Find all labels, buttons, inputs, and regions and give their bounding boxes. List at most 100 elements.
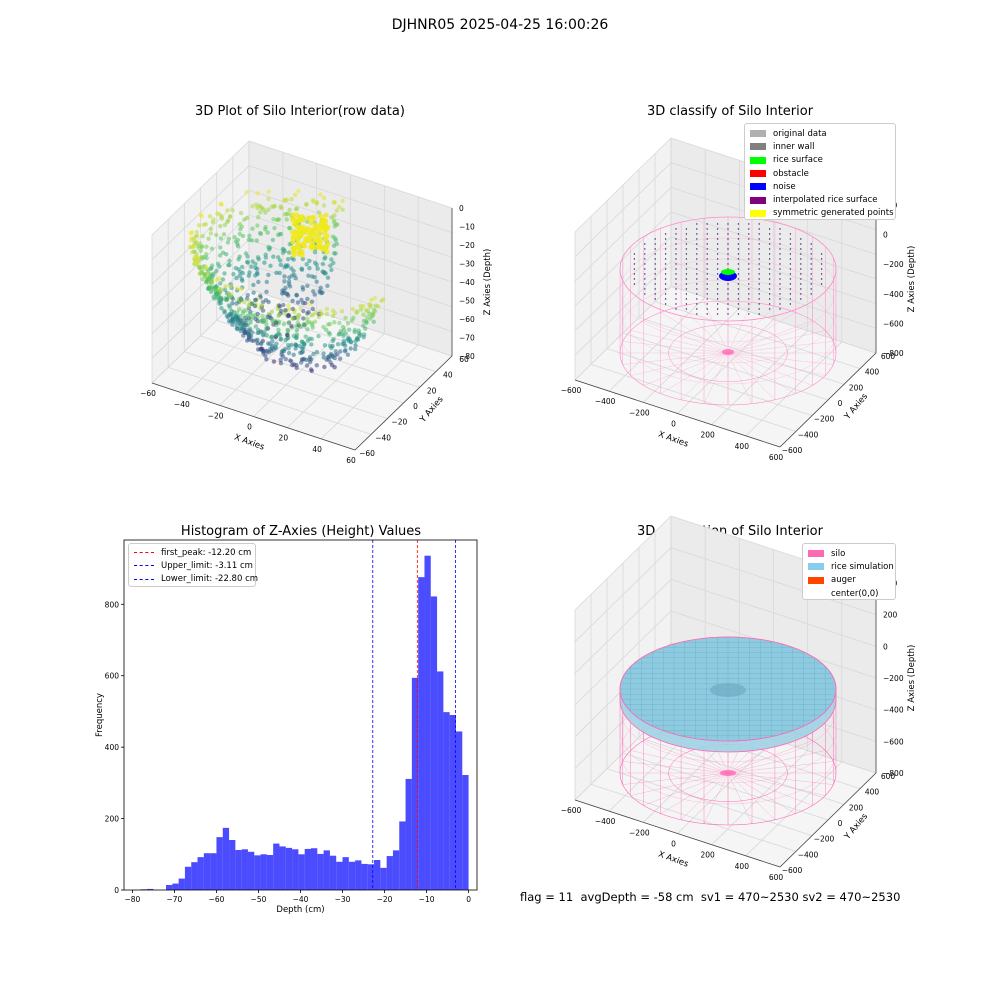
surface-dot [789,278,792,280]
scatter-point [202,272,207,277]
surface-dot [758,223,760,225]
scatter-point [197,271,202,276]
z-tick-label: −600 [883,319,904,328]
scatter-point [219,306,224,311]
scatter-point [312,275,317,280]
scatter-point [332,251,337,256]
surface-dot [706,313,708,315]
histogram-bar [197,857,204,890]
scatter-point [226,236,232,241]
silo-floor-spoke [680,305,729,354]
legend-item: symmetric generated points [750,207,894,220]
surface-dot [664,263,667,265]
legend-line-sample [134,565,154,567]
x-tick-label: −600 [561,386,582,395]
surface-dot [779,283,781,285]
scatter-point [281,302,286,308]
surface-dot [779,288,781,290]
x-tick-label: 200 [701,431,716,440]
scatter-point [321,203,327,208]
scatter-point [214,268,219,274]
surface-dot [706,293,708,295]
scatter-point [252,303,258,309]
surface-dot [737,308,740,310]
scatter-point [250,204,255,209]
scatter-point [265,230,270,235]
surface-dot [644,273,646,275]
histogram-bar [216,837,223,890]
surface-dot [758,268,760,270]
scatter-point [286,345,291,351]
surface-dot [675,308,677,310]
legend-item: auger [808,574,890,587]
scatter-point [240,233,246,239]
surface-dot [696,273,698,275]
y-axis-label: Y Axies [418,394,446,425]
surface-dot [727,238,729,240]
scatter-point [238,286,244,292]
surface-dot [706,243,708,245]
surface-dot [758,308,760,310]
histogram-bar [172,883,179,890]
surface-dot [654,268,656,270]
scatter-point [286,250,292,255]
surface-dot [768,263,771,265]
scatter-point [312,237,318,243]
surface-dot [706,228,708,230]
scatter-point [263,353,268,358]
silo-floor-spoke [727,305,776,354]
scatter-point [320,216,326,222]
histogram-bars [140,555,469,890]
surface-dot [810,293,812,295]
scatter-point [328,263,333,268]
scatter-point [285,327,290,333]
scatter-point [305,338,311,343]
scatter-point [266,272,271,278]
scatter-point [271,254,276,259]
scatter-point [209,246,215,251]
scatter-point [260,314,265,319]
silo-floor-spoke [727,352,834,365]
surface-dot [758,263,760,265]
surface-dot [727,248,729,250]
scatter-point [232,235,237,240]
surface-dot [633,258,636,260]
left-grid-z [574,547,672,642]
scatter-point [298,306,303,311]
surface-dot [716,293,719,295]
scatter-point [309,299,315,304]
histogram-bar [292,849,299,890]
scatter-point [248,320,253,325]
surface-dot [748,303,750,305]
scatter-point [302,237,308,243]
surface-dot [706,248,708,250]
center-mark [722,349,734,355]
scatter-point [204,244,209,249]
scatter-point [233,239,239,244]
surface-dot [789,273,792,275]
scatter-point [336,332,342,337]
histogram-bar [348,861,356,890]
surface-dot [706,238,708,240]
scatter-point [334,208,339,213]
z-tick-label: 200 [883,611,898,620]
surface-dot [789,303,792,305]
y-tick-label: 600 [881,772,896,781]
surface-dot [779,253,781,255]
silo-floor-spoke [727,772,776,821]
silo-floor-spoke [703,302,729,354]
surface-dot [685,268,688,270]
scatter-point [305,320,310,325]
flag-text: flag = 11 [520,890,574,904]
histogram-bar [166,885,173,890]
surface-dot [810,278,812,280]
scatter-point [217,297,222,302]
scatter-point [306,215,312,221]
z-tick-label: −200 [883,674,904,683]
surface-dot [716,273,719,275]
surface-dot [779,273,781,275]
scatter-point [263,348,269,354]
scatter-point [237,307,242,312]
z-tick-label: −30 [459,260,475,269]
raw-scatter-points [187,189,386,374]
